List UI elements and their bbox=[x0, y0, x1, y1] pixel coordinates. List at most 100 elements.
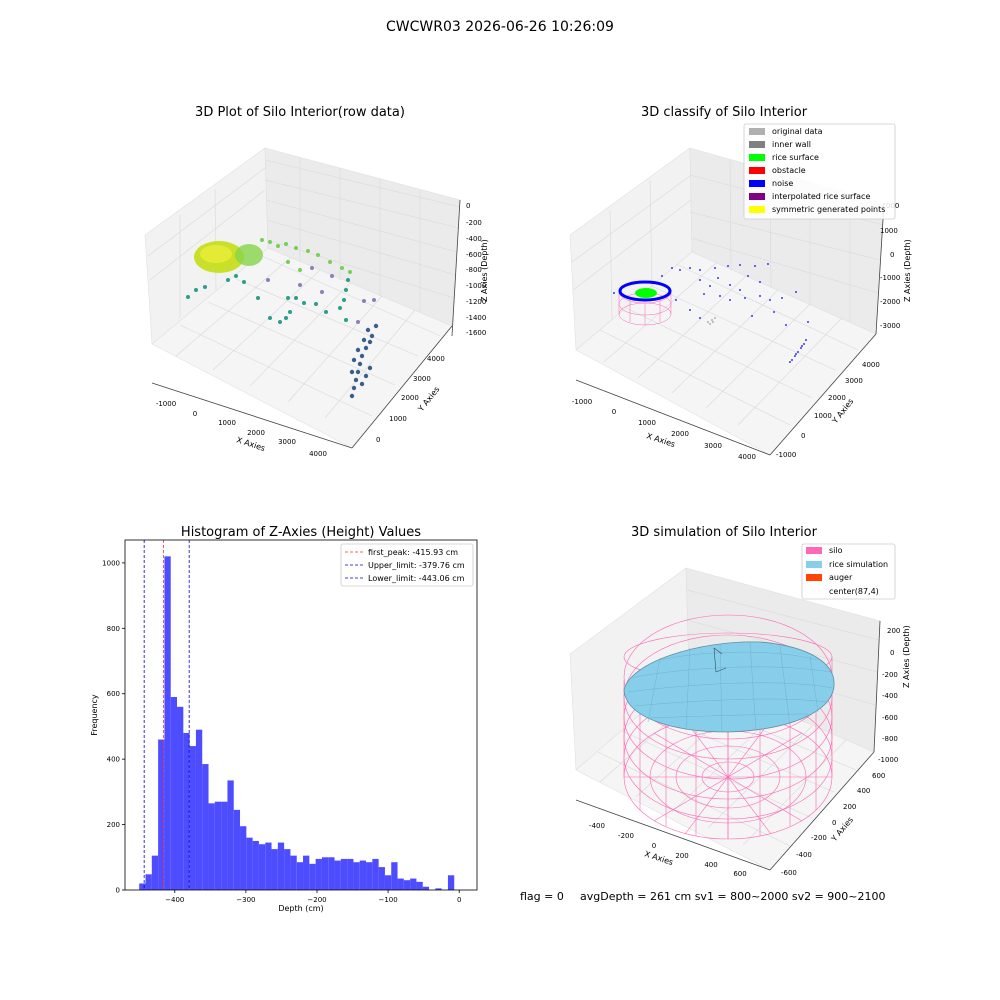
histogram-bar bbox=[214, 801, 222, 890]
svg-text:-2000: -2000 bbox=[880, 298, 900, 306]
y-tick-label: 600 bbox=[107, 690, 120, 698]
histogram-bar bbox=[403, 880, 411, 890]
simulation-z-label: Z Axies (Depth) bbox=[902, 625, 911, 688]
svg-text:-200: -200 bbox=[882, 671, 898, 679]
simulation-legend-box bbox=[801, 543, 896, 600]
raw-z-ticks: 0 -200 -400 -600 -800 -1000 -1200 -1400 … bbox=[466, 202, 486, 337]
simulation-rice-mesh bbox=[627, 642, 833, 733]
histogram-reference-lines bbox=[143, 540, 190, 890]
legend-label-interpolated: interpolated rice surface bbox=[772, 192, 870, 201]
histogram-bar bbox=[416, 881, 423, 890]
svg-text:4000: 4000 bbox=[309, 450, 327, 458]
histogram-bar bbox=[227, 780, 234, 890]
raw-gridlines bbox=[147, 157, 461, 419]
y-tick-label: 1000 bbox=[102, 559, 120, 567]
classify-noise-points bbox=[613, 263, 809, 326]
histogram-x-label: Depth (cm) bbox=[278, 904, 323, 913]
x-tick-label: −200 bbox=[307, 896, 326, 904]
svg-text:600: 600 bbox=[872, 772, 885, 780]
svg-text:4000: 4000 bbox=[738, 453, 756, 461]
histogram-bar bbox=[447, 875, 455, 890]
histogram-bar bbox=[258, 844, 266, 890]
svg-text:600: 600 bbox=[733, 870, 746, 878]
histogram-bar bbox=[277, 842, 285, 890]
histogram-bar bbox=[202, 764, 209, 890]
legend-swatch-silo bbox=[806, 547, 822, 554]
svg-text:-200: -200 bbox=[466, 219, 482, 227]
histogram-bar bbox=[145, 874, 152, 890]
histogram-bar bbox=[391, 862, 398, 890]
svg-text:200: 200 bbox=[887, 627, 900, 635]
classify-obstacle-cluster bbox=[789, 339, 807, 363]
svg-text:0: 0 bbox=[890, 649, 894, 657]
svg-text:400: 400 bbox=[704, 861, 717, 869]
classify-original-points bbox=[707, 317, 716, 325]
classify-axes bbox=[575, 202, 885, 456]
legend-swatch-auger bbox=[806, 574, 822, 581]
svg-text:0: 0 bbox=[193, 410, 197, 418]
legend-swatch-original bbox=[749, 128, 765, 135]
svg-text:1000: 1000 bbox=[814, 412, 832, 420]
histogram-bar bbox=[177, 706, 184, 890]
svg-text:1000: 1000 bbox=[218, 419, 236, 427]
x-tick-label: 0 bbox=[457, 896, 461, 904]
svg-text:-200: -200 bbox=[618, 832, 634, 840]
histogram-bar bbox=[328, 857, 335, 890]
svg-text:0: 0 bbox=[612, 408, 616, 416]
histogram-bar bbox=[378, 867, 385, 890]
legend-label-silo: silo bbox=[829, 546, 843, 555]
svg-text:3000: 3000 bbox=[845, 377, 863, 385]
histogram-bar bbox=[151, 855, 159, 890]
histogram-bar bbox=[195, 729, 203, 890]
histogram-bar bbox=[296, 862, 304, 890]
svg-text:-1400: -1400 bbox=[466, 314, 486, 322]
classify-inner-wall-ring bbox=[618, 280, 672, 302]
svg-text:2000: 2000 bbox=[247, 429, 265, 437]
raw-x-label: X Axies bbox=[235, 435, 266, 453]
histogram-bar bbox=[170, 697, 178, 890]
classify-x-ticks: -1000 0 1000 2000 3000 4000 bbox=[572, 398, 756, 461]
svg-text:-1200: -1200 bbox=[466, 298, 486, 306]
histogram-bar bbox=[303, 855, 310, 890]
classify-rice-surface bbox=[635, 288, 657, 298]
x-tick-label: −300 bbox=[236, 896, 255, 904]
histogram-plot-frame bbox=[124, 539, 478, 891]
svg-text:-600: -600 bbox=[781, 869, 797, 877]
histogram-bar bbox=[359, 860, 367, 890]
classify-legend-box bbox=[743, 123, 896, 220]
svg-text:0: 0 bbox=[376, 436, 380, 444]
raw-point-cloud bbox=[186, 238, 379, 399]
svg-text:-400: -400 bbox=[882, 692, 898, 700]
histogram-bar bbox=[384, 875, 392, 890]
svg-text:-800: -800 bbox=[466, 266, 482, 274]
svg-text:400: 400 bbox=[857, 787, 870, 795]
svg-text:-600: -600 bbox=[882, 714, 898, 722]
legend-swatch-rice-surface bbox=[749, 154, 765, 161]
legend-label-symmetric: symmetric generated points bbox=[772, 205, 885, 214]
simulation-axes bbox=[575, 620, 881, 871]
x-tick-label: −400 bbox=[165, 896, 184, 904]
svg-text:1000: 1000 bbox=[389, 415, 407, 423]
histogram-bar bbox=[397, 878, 404, 890]
simulation-y-ticks: -600 -400 -200 0 200 400 600 bbox=[781, 772, 885, 877]
raw-dense-cluster-core bbox=[200, 245, 232, 263]
svg-text:3000: 3000 bbox=[413, 375, 431, 383]
classify-y-ticks: -1000 0 1000 2000 3000 4000 bbox=[776, 361, 880, 459]
svg-text:-400: -400 bbox=[589, 822, 605, 830]
histogram-bar bbox=[240, 826, 247, 890]
classify-z-label: Z Axies (Depth) bbox=[903, 239, 912, 302]
legend-label-auger: auger bbox=[829, 573, 853, 582]
histogram-bar bbox=[315, 858, 322, 890]
raw-y-ticks: 0 1000 2000 3000 4000 bbox=[376, 355, 445, 444]
legend-swatch-inner-wall bbox=[749, 141, 765, 148]
simulation-z-ticks: 200 0 -200 -400 -600 -800 -1000 bbox=[878, 627, 900, 764]
x-tick-label: −100 bbox=[378, 896, 397, 904]
legend-swatch-symmetric bbox=[749, 206, 765, 213]
legend-swatch-rice-simulation bbox=[806, 561, 822, 568]
raw-y-label: Y Axies bbox=[416, 385, 442, 414]
histogram-bar bbox=[321, 857, 329, 890]
histogram-legend: first_peak: -415.93 cm Upper_limit: -379… bbox=[340, 543, 474, 587]
histogram-y-label: Frequency bbox=[90, 694, 99, 736]
legend-label-original: original data bbox=[772, 127, 823, 136]
histogram-bar bbox=[309, 863, 316, 890]
